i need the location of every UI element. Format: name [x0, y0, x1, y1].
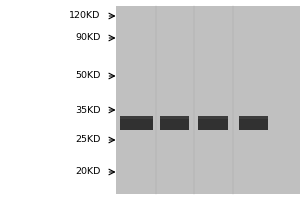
Text: 90KD: 90KD: [75, 33, 100, 43]
Text: 25KD: 25KD: [75, 136, 100, 144]
Text: 50KD: 50KD: [75, 72, 100, 80]
Bar: [198, 116, 228, 119]
Bar: [198, 116, 228, 130]
Text: 35KD: 35KD: [75, 106, 100, 114]
Bar: [239, 116, 268, 119]
Bar: [120, 116, 153, 119]
Text: 120KD: 120KD: [69, 11, 100, 21]
Bar: [160, 116, 189, 130]
Text: 20KD: 20KD: [75, 168, 100, 176]
Bar: [160, 116, 189, 119]
Bar: [239, 116, 268, 130]
Bar: [116, 6, 300, 194]
Bar: [120, 116, 153, 130]
